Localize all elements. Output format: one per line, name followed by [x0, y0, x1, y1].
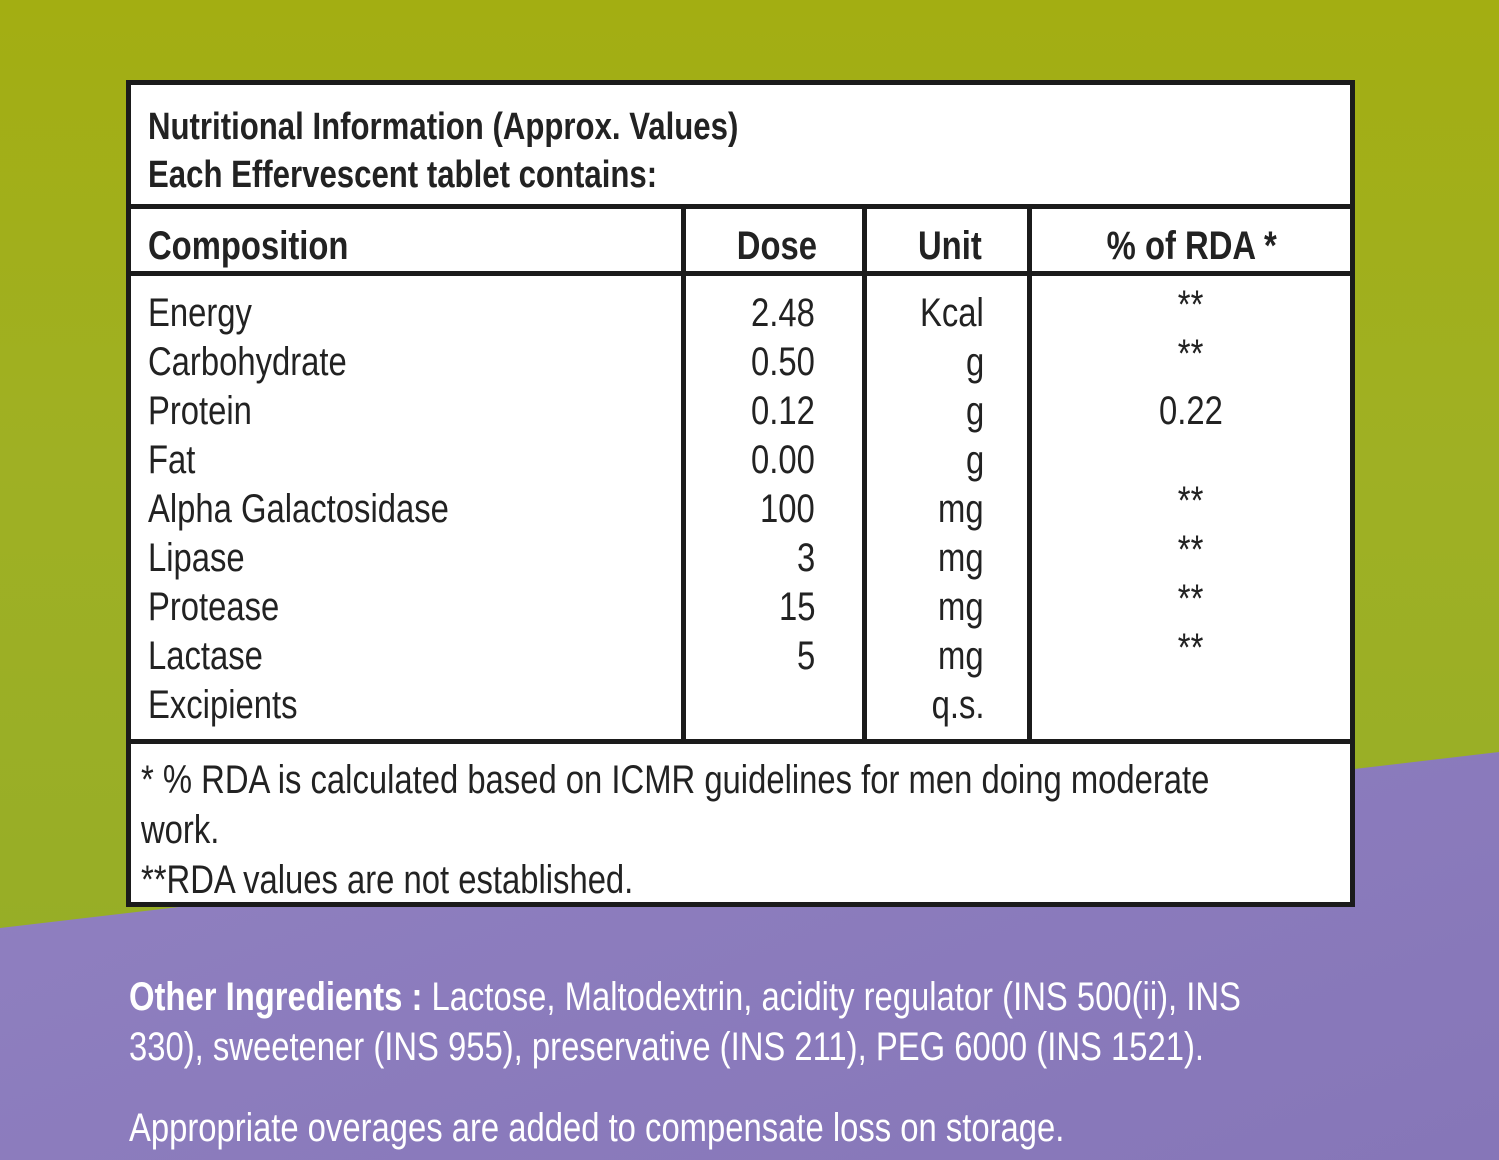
footnote-rda-basis-cont: work. — [141, 808, 220, 852]
column-header-rda: % of RDA * — [1106, 224, 1278, 268]
nutrition-table: Nutritional Information (Approx. Values)… — [126, 80, 1355, 907]
row-unit: mg — [938, 487, 984, 531]
column-header-composition: Composition — [148, 224, 349, 268]
row-dose: 0.12 — [751, 389, 815, 433]
row-unit: g — [965, 438, 984, 482]
row-rda: ** — [1178, 479, 1204, 523]
row-unit: mg — [938, 536, 984, 580]
column-header-dose: Dose — [736, 224, 818, 268]
other-ingredients-label: Other Ingredients : — [129, 975, 423, 1019]
row-rda: ** — [1178, 577, 1204, 621]
overage-note: Appropriate overages are added to compen… — [129, 1106, 1065, 1150]
row-rda: ** — [1178, 626, 1204, 670]
column-divider — [681, 209, 686, 744]
row-dose: 0.00 — [751, 438, 815, 482]
header-row-divider — [131, 271, 1350, 276]
row-name: Energy — [148, 291, 252, 335]
column-divider — [1027, 209, 1032, 744]
row-rda: ** — [1178, 332, 1204, 376]
row-dose: 3 — [796, 536, 815, 580]
table-title: Nutritional Information (Approx. Values) — [148, 106, 739, 148]
table-subtitle: Each Effervescent tablet contains: — [148, 154, 658, 196]
row-name: Fat — [148, 438, 196, 482]
row-dose: 2.48 — [751, 291, 815, 335]
column-header-unit: Unit — [918, 224, 982, 268]
row-unit: Kcal — [920, 291, 984, 335]
footnote-divider — [131, 739, 1350, 744]
footnote-rda-basis: * % RDA is calculated based on ICMR guid… — [141, 758, 1210, 802]
table-header: Nutritional Information (Approx. Values)… — [131, 85, 1350, 209]
footnote-not-established: **RDA values are not established. — [141, 858, 634, 902]
other-ingredients-text-1: Lactose, Maltodextrin, acidity regulator… — [431, 975, 1241, 1019]
row-dose — [691, 681, 815, 730]
row-unit: g — [965, 340, 984, 384]
row-unit: mg — [938, 634, 984, 678]
row-dose: 15 — [778, 585, 815, 629]
row-name: Lactase — [148, 634, 263, 678]
column-divider — [862, 209, 867, 744]
row-rda: ** — [1178, 528, 1204, 572]
row-rda: ** — [1178, 283, 1204, 327]
row-name: Excipients — [148, 683, 298, 727]
footnotes: * % RDA is calculated based on ICMR guid… — [141, 755, 1330, 905]
row-dose: 0.50 — [751, 340, 815, 384]
row-name: Protein — [148, 389, 252, 433]
other-ingredients: Other Ingredients : Lactose, Maltodextri… — [129, 972, 1349, 1072]
row-rda — [1121, 681, 1261, 730]
row-name: Alpha Galactosidase — [148, 487, 449, 531]
other-ingredients-text-2: 330), sweetener (INS 955), preservative … — [129, 1025, 1205, 1069]
row-unit: mg — [938, 585, 984, 629]
row-unit: g — [965, 389, 984, 433]
row-dose: 100 — [760, 487, 815, 531]
row-unit: q.s. — [931, 683, 984, 727]
row-rda: 0.22 — [1159, 389, 1223, 433]
row-dose: 5 — [796, 634, 815, 678]
row-name: Carbohydrate — [148, 340, 347, 384]
row-name: Lipase — [148, 536, 245, 580]
row-name: Protease — [148, 585, 280, 629]
